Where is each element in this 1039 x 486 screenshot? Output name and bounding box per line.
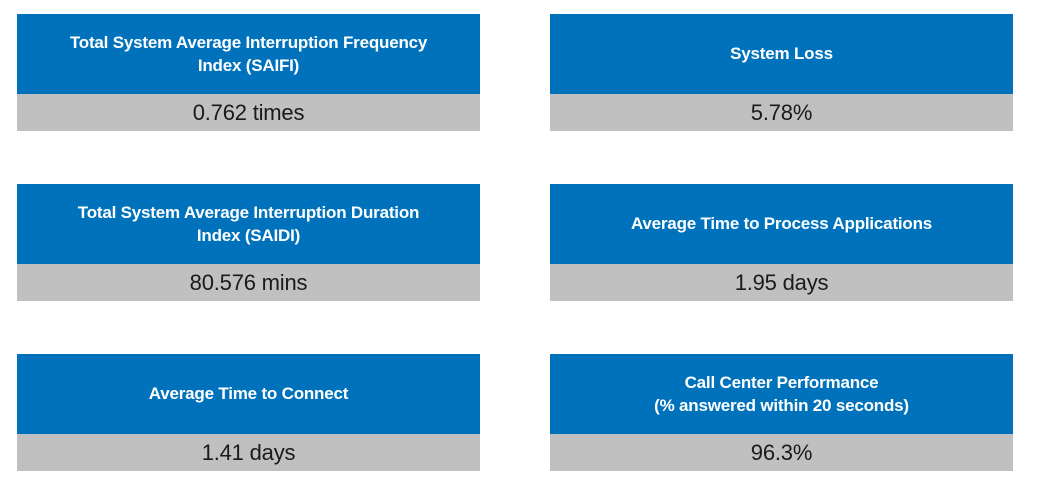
- kpi-card-valuebar: 0.762 times: [17, 94, 480, 131]
- kpi-card-title: Total System Average Interruption Durati…: [77, 202, 420, 245]
- kpi-card-valuebar: 1.95 days: [550, 264, 1013, 301]
- kpi-card-title: Average Time to Connect: [148, 384, 349, 404]
- kpi-card-header: Total System Average Interruption Freque…: [17, 14, 480, 94]
- kpi-card-value: 96.3%: [750, 439, 813, 465]
- kpi-card-valuebar: 96.3%: [550, 434, 1013, 471]
- kpi-card-title: Call Center Performance (% answered with…: [654, 372, 909, 415]
- kpi-card-saidi: Total System Average Interruption Durati…: [17, 184, 480, 301]
- kpi-card-title: Average Time to Process Applications: [630, 214, 933, 234]
- kpi-card-header: Average Time to Process Applications: [550, 184, 1013, 264]
- kpi-card-header: Average Time to Connect: [17, 354, 480, 434]
- kpi-card-title: Total System Average Interruption Freque…: [69, 32, 428, 75]
- kpi-card-value: 0.762 times: [192, 99, 305, 125]
- kpi-card-value: 1.41 days: [201, 439, 296, 465]
- kpi-card-time-to-connect: Average Time to Connect 1.41 days: [17, 354, 480, 471]
- kpi-card-title: System Loss: [730, 44, 833, 64]
- kpi-card-system-loss: System Loss 5.78%: [550, 14, 1013, 131]
- kpi-card-header: Call Center Performance (% answered with…: [550, 354, 1013, 434]
- kpi-card-value: 5.78%: [750, 99, 813, 125]
- kpi-card-valuebar: 1.41 days: [17, 434, 480, 471]
- kpi-card-header: System Loss: [550, 14, 1013, 94]
- kpi-grid: Total System Average Interruption Freque…: [17, 14, 1013, 471]
- kpi-card-call-center: Call Center Performance (% answered with…: [550, 354, 1013, 471]
- kpi-card-valuebar: 5.78%: [550, 94, 1013, 131]
- kpi-card-value: 80.576 mins: [189, 269, 308, 295]
- kpi-card-valuebar: 80.576 mins: [17, 264, 480, 301]
- kpi-card-saifi: Total System Average Interruption Freque…: [17, 14, 480, 131]
- kpi-card-value: 1.95 days: [734, 269, 829, 295]
- kpi-card-header: Total System Average Interruption Durati…: [17, 184, 480, 264]
- kpi-card-process-applications: Average Time to Process Applications 1.9…: [550, 184, 1013, 301]
